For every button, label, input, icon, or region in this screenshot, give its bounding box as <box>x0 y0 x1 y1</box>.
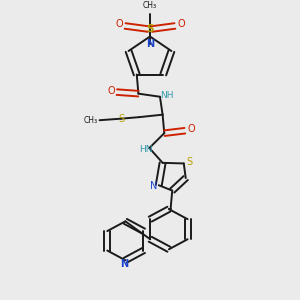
Text: S: S <box>118 114 124 124</box>
Text: CH₃: CH₃ <box>83 116 98 125</box>
Text: O: O <box>115 19 123 29</box>
Text: N: N <box>150 181 157 191</box>
Text: N: N <box>120 259 128 269</box>
Text: S: S <box>187 157 193 167</box>
Text: O: O <box>177 19 185 29</box>
Text: HN: HN <box>139 145 153 154</box>
Text: NH: NH <box>160 91 174 100</box>
Text: CH₃: CH₃ <box>143 2 157 10</box>
Text: S: S <box>146 24 154 34</box>
Text: O: O <box>107 85 115 96</box>
Text: O: O <box>187 124 195 134</box>
Text: N: N <box>146 40 154 50</box>
